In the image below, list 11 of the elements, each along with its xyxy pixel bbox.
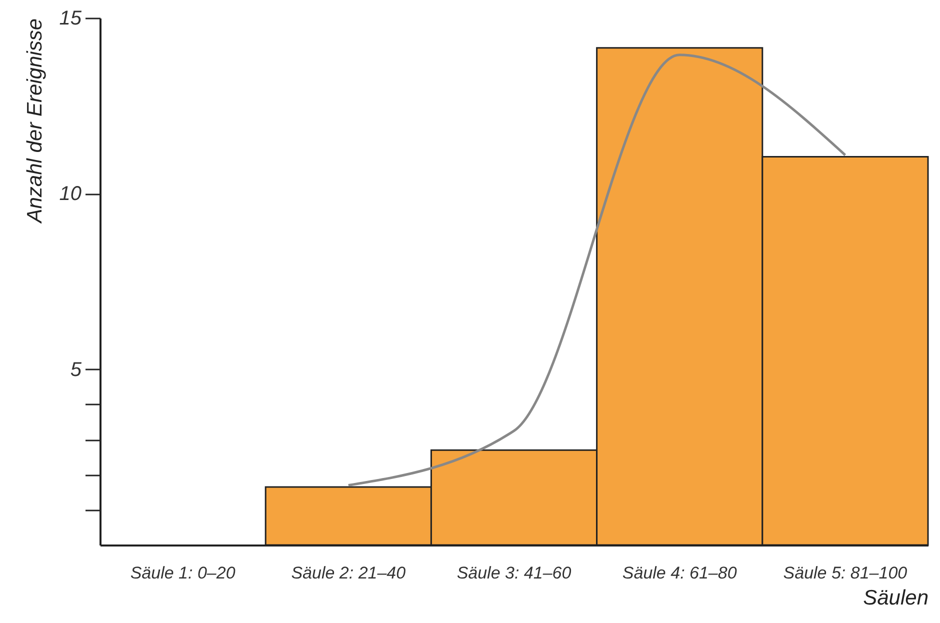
x-tick-label: Säule 4: 61–80 [622, 564, 738, 582]
y-axis-title: Anzahl der Ereignisse [23, 18, 46, 225]
line-series [347, 54, 846, 487]
x-axis-title: Säulen [863, 586, 928, 610]
y-tick-label: 5 [70, 358, 82, 381]
x-tick-label: Säule 3: 41–60 [456, 564, 572, 582]
y-tick-label: 15 [59, 8, 82, 30]
x-tick-label: Säule 5: 81–100 [783, 564, 908, 582]
x-tick-label: Säule 2: 21–40 [291, 564, 406, 582]
x-tick-label: Säule 1: 0–20 [130, 564, 236, 582]
y-tick-label: 10 [59, 183, 82, 206]
